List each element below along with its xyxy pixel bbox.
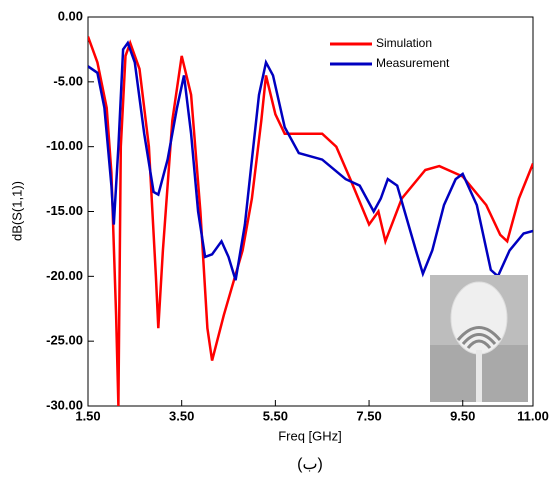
x-tick-label: 1.50 (75, 408, 100, 423)
x-tick-label: 11.00 (517, 408, 549, 423)
x-axis-label: Freq [GHz] (278, 428, 342, 443)
caption: (ب) (297, 456, 323, 473)
legend-label: Simulation (376, 36, 432, 50)
y-tick-label: -10.00 (46, 138, 83, 153)
x-tick-label: 9.50 (450, 408, 475, 423)
series-line (88, 36, 533, 406)
y-tick-label: -20.00 (46, 268, 83, 283)
inset-image (430, 275, 528, 402)
y-tick-label: 0.00 (58, 8, 83, 23)
y-tick-label: -5.00 (53, 73, 83, 88)
x-tick-label: 5.50 (263, 408, 288, 423)
series-line (88, 40, 533, 281)
y-tick-label: -15.00 (46, 203, 83, 218)
y-axis-label: dB(S(1,1)) (9, 181, 24, 241)
legend-label: Measurement (376, 56, 450, 70)
x-tick-label: 3.50 (169, 408, 194, 423)
y-tick-label: -30.00 (46, 397, 83, 412)
x-tick-label: 7.50 (356, 408, 381, 423)
y-tick-label: -25.00 (46, 333, 83, 348)
